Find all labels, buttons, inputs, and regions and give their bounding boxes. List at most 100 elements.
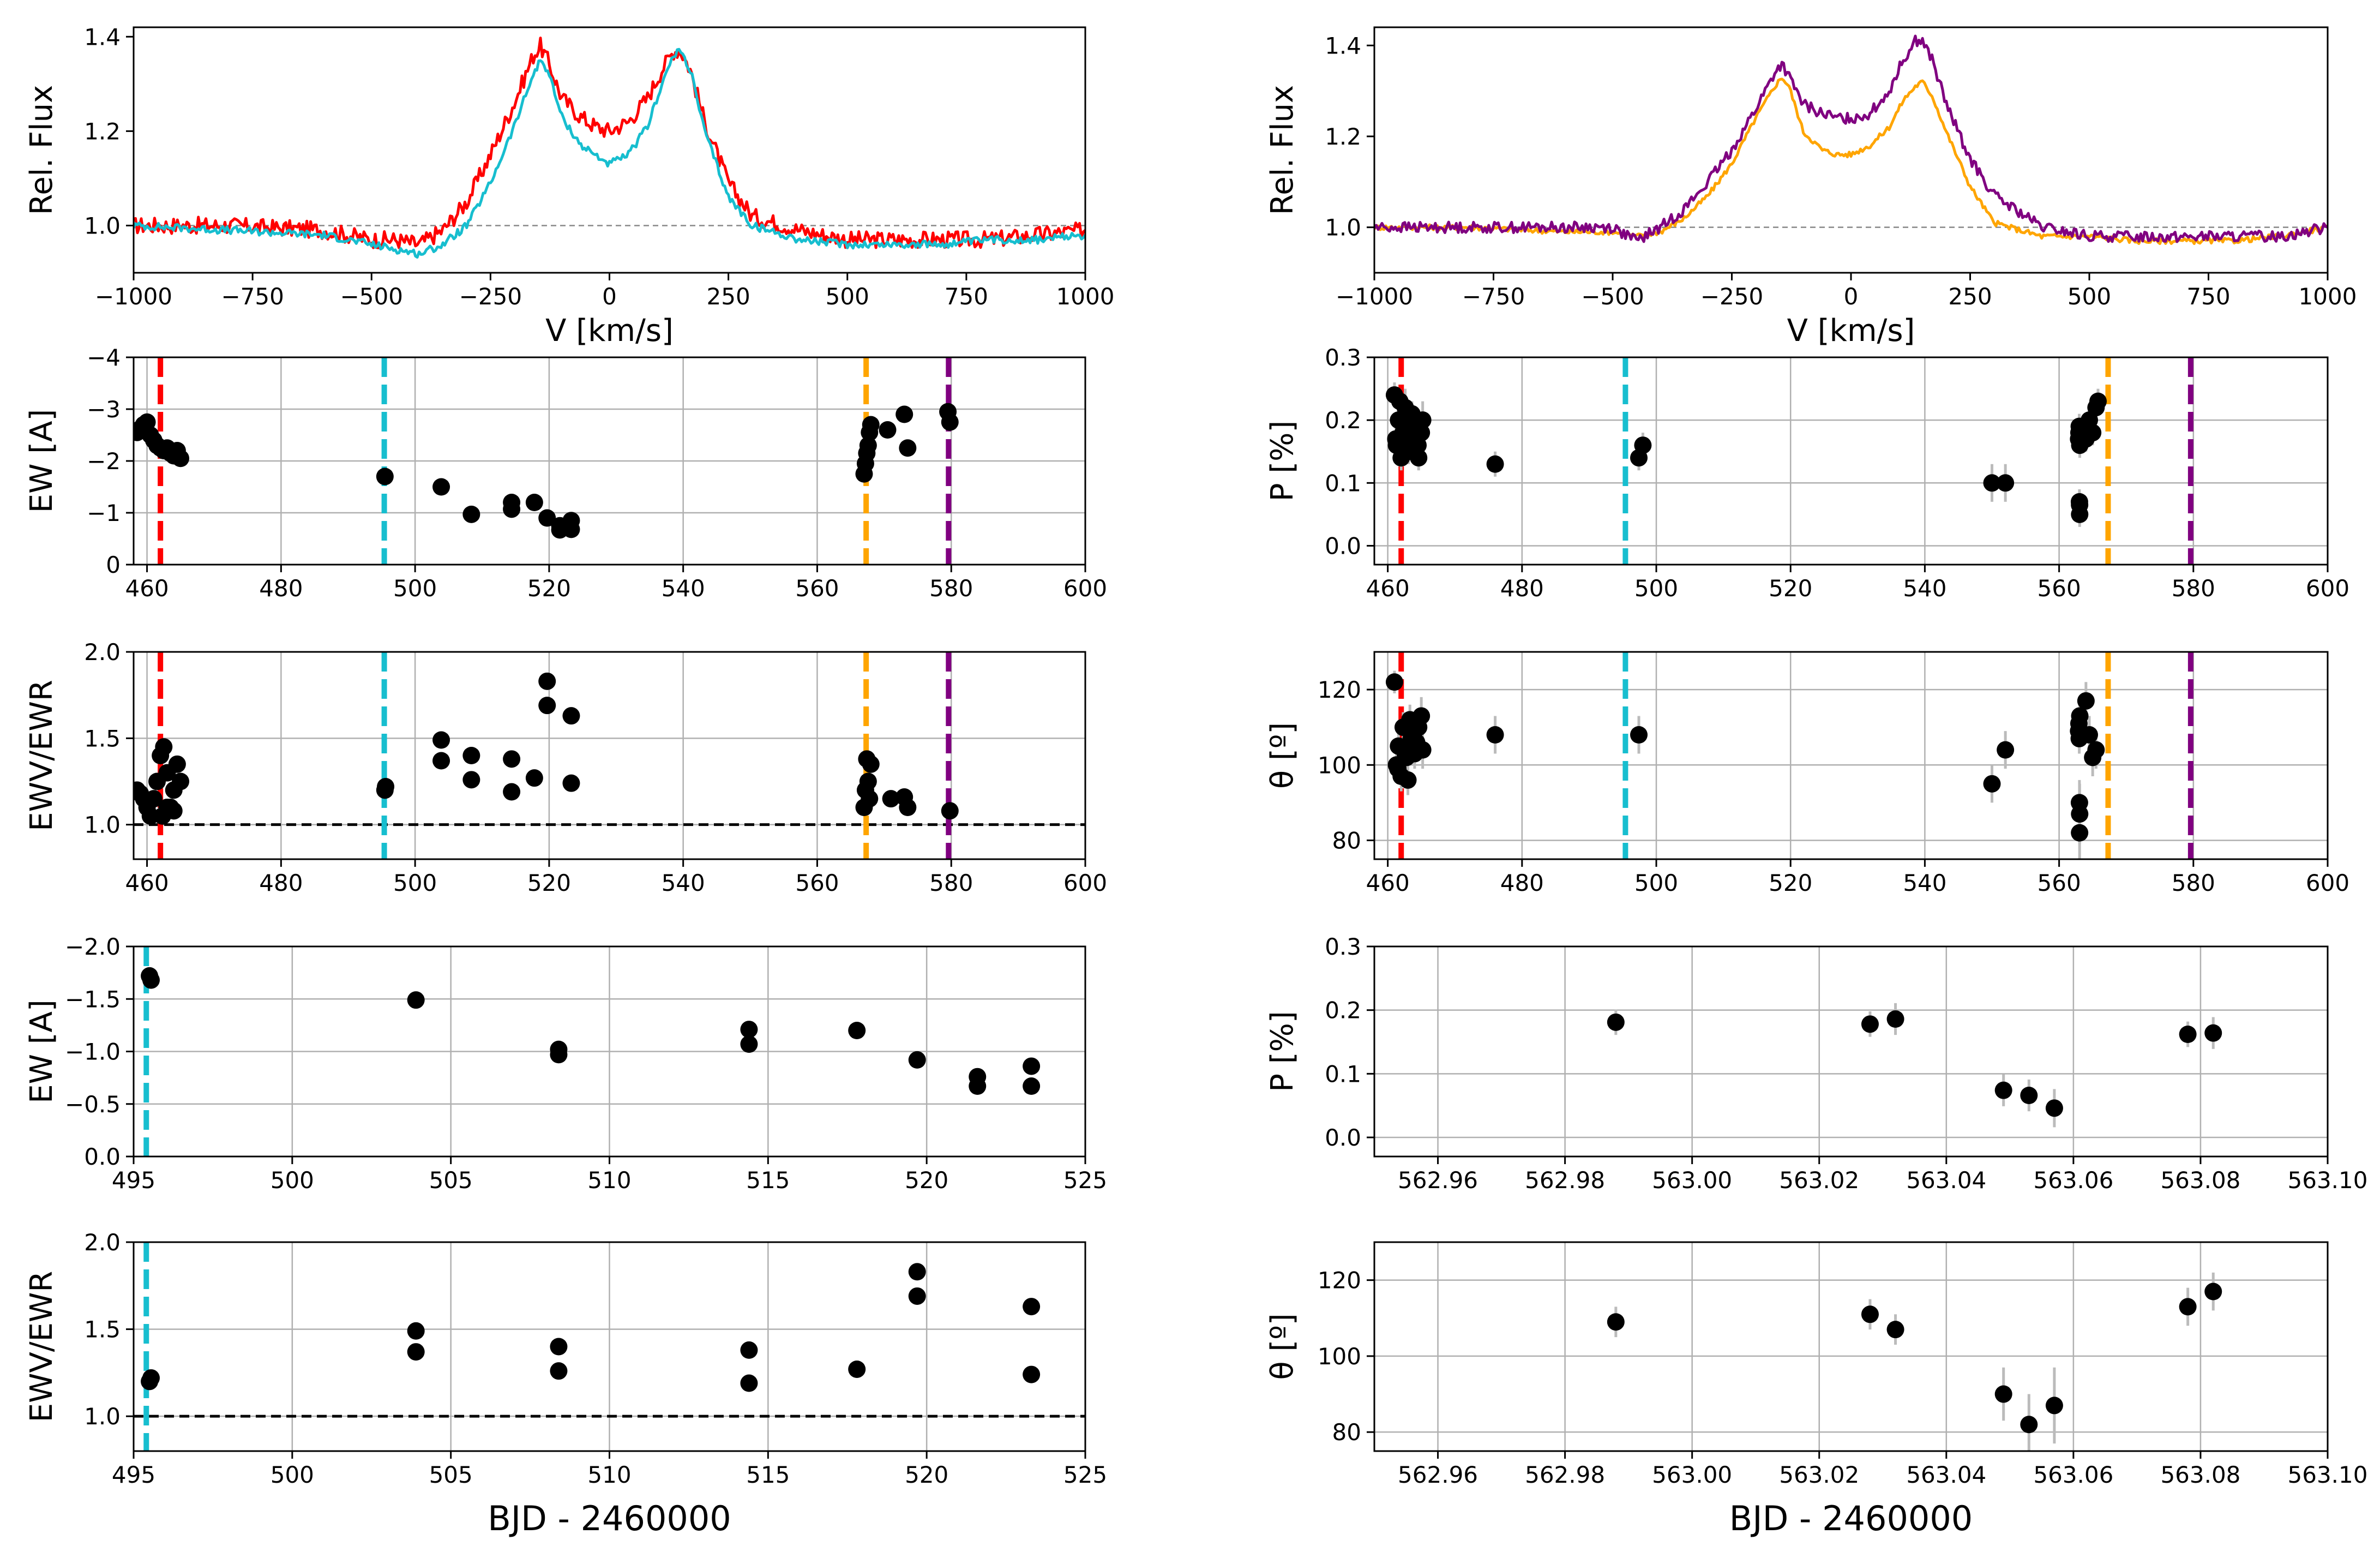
x-tick-label: −750 [1462, 283, 1525, 310]
x-tick-label: 563.02 [1779, 1461, 1859, 1488]
plot-area [134, 1242, 1085, 1451]
data-point [848, 1360, 866, 1378]
y-tick-label: −0.5 [65, 1091, 121, 1118]
x-tick-label: 1000 [1056, 283, 1115, 310]
x-tick-label: 505 [429, 1461, 473, 1488]
data-point [2084, 424, 2102, 442]
x-tick-label: 750 [2186, 283, 2230, 310]
data-point [407, 991, 425, 1009]
panel-right-profile: −1000 −750 −500 −250 0 250 500 750 1000 1.0 1.2 1.4… [1265, 26, 2357, 349]
data-point [740, 1374, 758, 1392]
y-tick-label: 0.3 [1325, 344, 1361, 371]
y-tick-label: 0 [106, 552, 121, 578]
x-tick-label: 580 [2172, 870, 2215, 896]
data-point [432, 752, 450, 770]
y-tick-label: 1.4 [1325, 32, 1361, 59]
x-tick-label: 540 [1903, 575, 1946, 602]
x-tick-label: 505 [429, 1167, 473, 1194]
y-tick-label: 1.0 [1325, 214, 1361, 241]
data-point [1399, 771, 1417, 789]
y-tick-label: 120 [1318, 1267, 1361, 1294]
data-point [740, 1341, 758, 1359]
y-tick-label: −1 [87, 500, 121, 526]
data-point [1391, 392, 1409, 410]
x-axis-label: BJD - 2460000 [488, 1499, 731, 1538]
x-tick-label: 510 [587, 1461, 631, 1488]
y-tick-label: 1.0 [84, 812, 121, 838]
data-point [1486, 726, 1504, 744]
data-point [503, 750, 521, 768]
x-axis-label: V [km/s] [1787, 313, 1915, 349]
axes-frame [133, 651, 1086, 860]
data-point [562, 774, 580, 792]
data-point [2071, 805, 2089, 823]
data-point [1409, 436, 1427, 454]
x-tick-label: 563.02 [1779, 1167, 1859, 1194]
data-point [908, 1287, 926, 1305]
y-tick-label: 1.4 [84, 23, 121, 50]
data-point [550, 1338, 568, 1356]
data-point [2077, 692, 2095, 710]
data-point [503, 783, 521, 801]
y-tick-label: 0.1 [1325, 470, 1361, 496]
plot-area [134, 37, 1085, 259]
x-tick-label: 500 [271, 1461, 314, 1488]
plot-area [1374, 1242, 2328, 1451]
data-point [740, 1035, 758, 1053]
x-tick-label: 480 [1500, 575, 1544, 602]
x-tick-label: 460 [125, 575, 169, 602]
x-tick-label: 563.08 [2160, 1461, 2240, 1488]
data-point [862, 755, 880, 773]
y-tick-label: 1.5 [84, 1316, 121, 1343]
x-tick-label: 563.00 [1652, 1461, 1732, 1488]
data-point [859, 436, 877, 454]
data-point [1997, 741, 2015, 759]
x-tick-label: 480 [1500, 870, 1544, 896]
y-tick-label: 80 [1332, 1419, 1361, 1446]
axes-frame [1373, 651, 2329, 860]
x-tick-label: 560 [795, 575, 839, 602]
data-point [1886, 1010, 1904, 1028]
x-tick-label: −1000 [1336, 283, 1413, 310]
x-tick-label: 515 [746, 1461, 790, 1488]
data-point [848, 1022, 866, 1039]
data-point [1023, 1077, 1041, 1095]
x-tick-label: −250 [459, 283, 522, 310]
x-tick-label: 480 [259, 575, 303, 602]
data-point [941, 802, 959, 820]
data-point [899, 799, 917, 816]
plot-area [1374, 652, 2328, 859]
panel-right-pol: 460 480 500 520 540 560 580 600 0.0 0.1 0.2 0.3 P [%… [1265, 344, 2349, 602]
y-tick-label: 1.0 [84, 212, 121, 239]
x-tick-label: 560 [2038, 870, 2081, 896]
data-point [562, 707, 580, 725]
data-point [1413, 707, 1431, 725]
plot-area [134, 652, 1085, 859]
data-point [2045, 1397, 2063, 1415]
data-point [407, 1343, 425, 1361]
axes-frame [1373, 1241, 2329, 1452]
data-point [2045, 1099, 2063, 1117]
panel-left-ratio-zoom: 495 500 505 510 515 520 525 1.0 1.5 2.0 EWV/EWR BJD… [24, 1229, 1107, 1538]
data-point [155, 738, 173, 756]
x-tick-label: 500 [393, 870, 437, 896]
y-tick-label: 80 [1332, 827, 1361, 854]
x-tick-label: 600 [2306, 575, 2349, 602]
data-point [969, 1077, 987, 1095]
x-tick-label: 500 [2068, 283, 2111, 310]
data-point [538, 697, 556, 715]
x-tick-label: 562.96 [1398, 1461, 1478, 1488]
data-point [2204, 1283, 2222, 1301]
data-point [1861, 1015, 1879, 1033]
y-tick-label: 0.2 [1325, 997, 1361, 1024]
data-point [1023, 1365, 1041, 1383]
x-tick-label: 510 [587, 1167, 631, 1194]
data-point [882, 790, 900, 808]
x-tick-label: 0 [602, 283, 617, 310]
x-tick-label: 560 [2038, 575, 2081, 602]
x-tick-label: 0 [1844, 283, 1859, 310]
x-tick-label: 460 [1366, 575, 1410, 602]
data-point [550, 1046, 568, 1064]
x-tick-label: 520 [1769, 870, 1812, 896]
x-axis-label: BJD - 2460000 [1729, 1499, 1973, 1538]
